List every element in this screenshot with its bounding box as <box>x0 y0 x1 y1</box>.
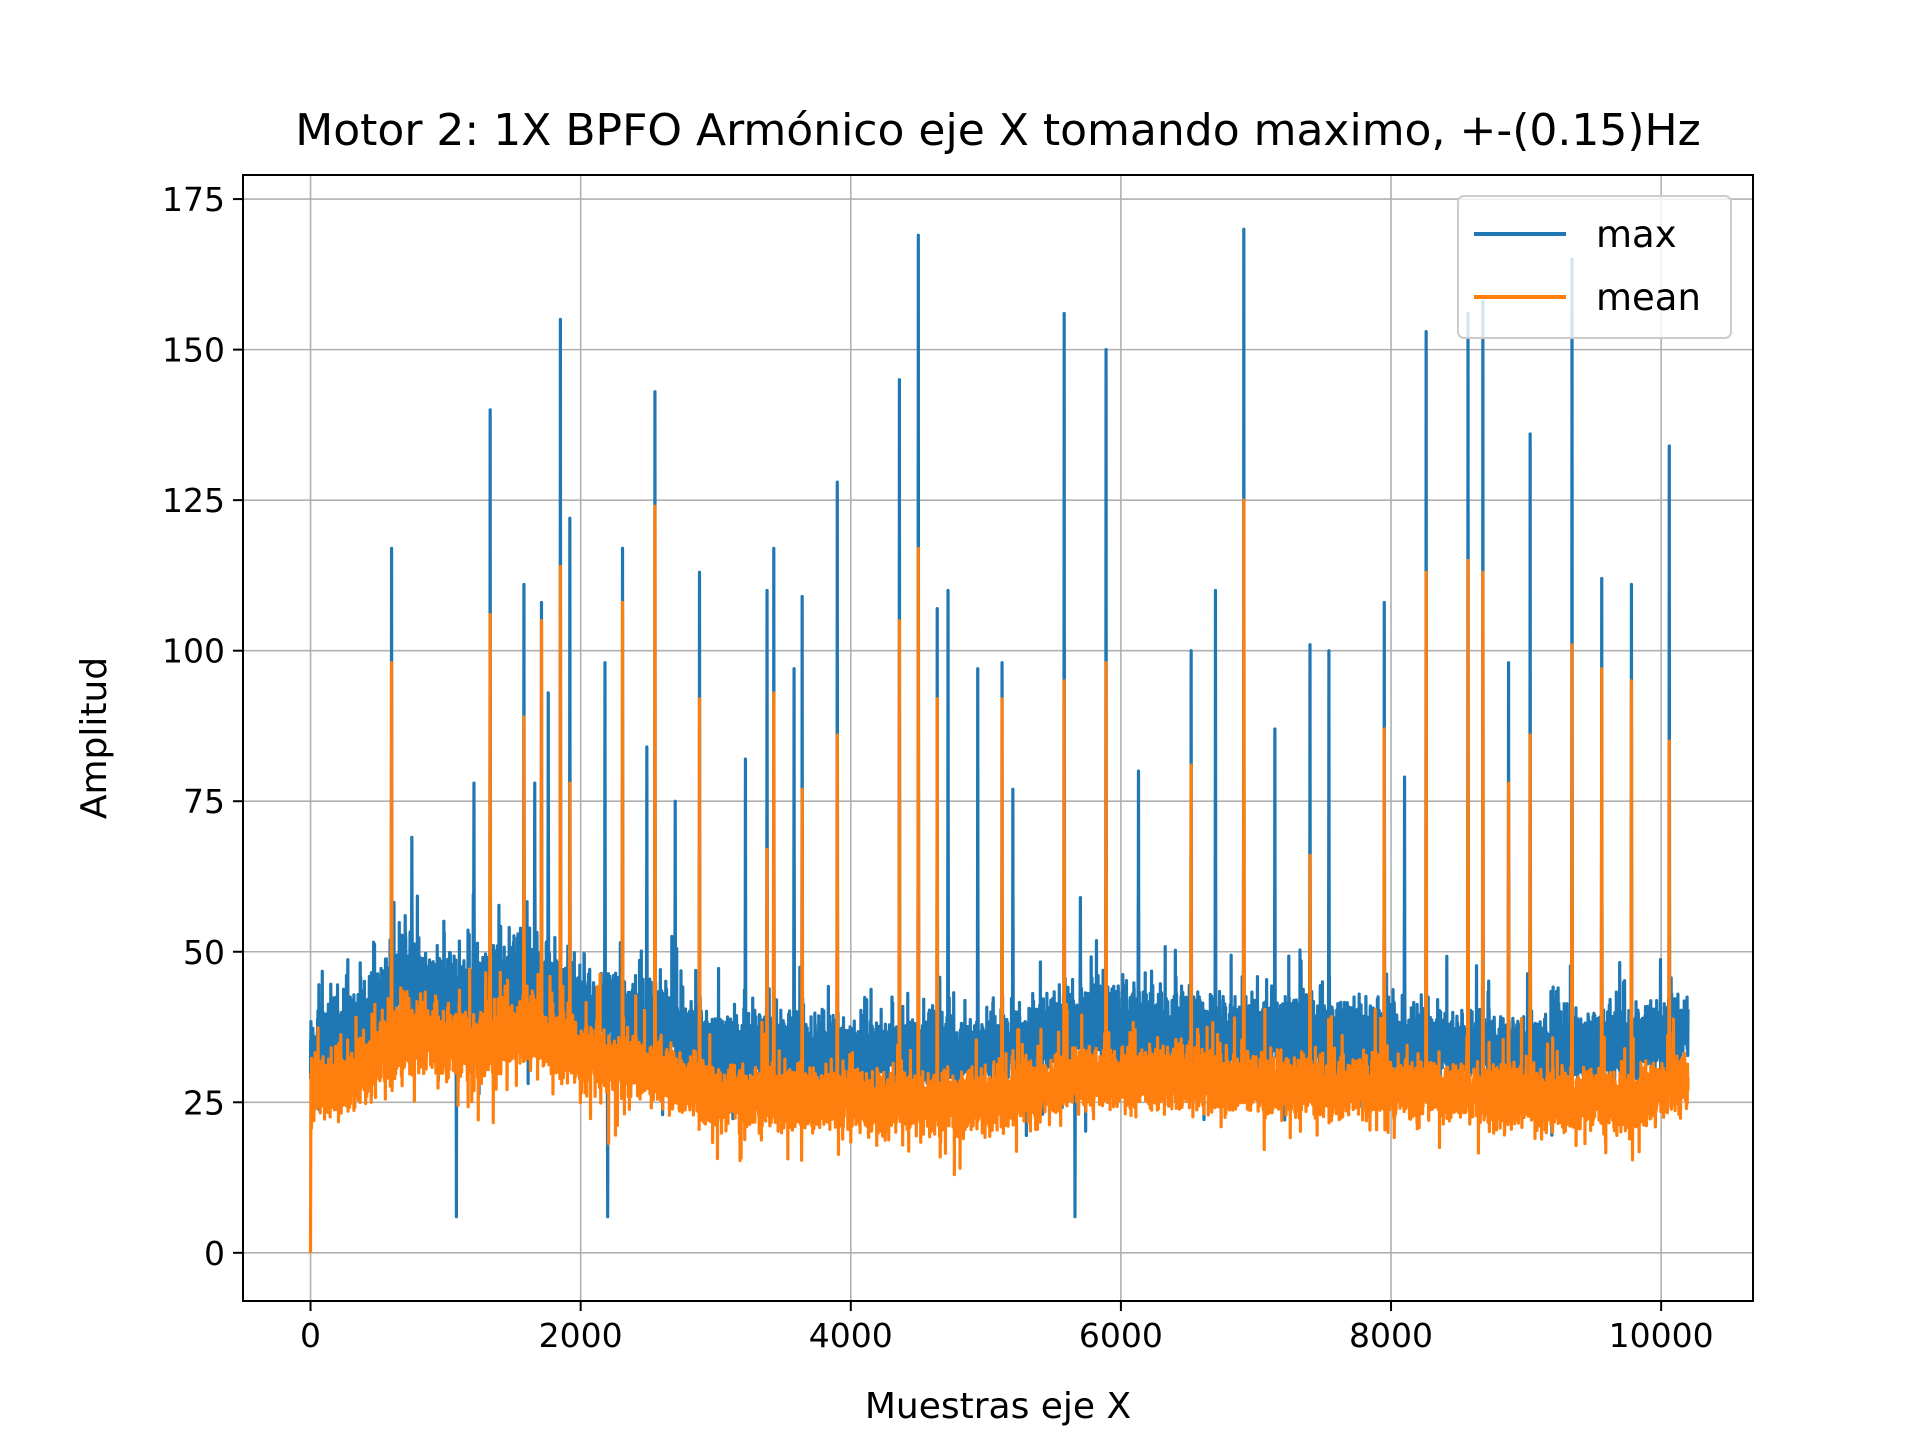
y-tick-label: 75 <box>183 782 225 821</box>
y-tick-label: 175 <box>162 180 225 219</box>
y-tick-label: 0 <box>204 1234 225 1273</box>
y-tick-label: 125 <box>162 481 225 520</box>
x-tick-label: 4000 <box>809 1316 893 1355</box>
legend: max mean <box>1457 195 1732 339</box>
y-tick-label: 25 <box>183 1083 225 1122</box>
legend-box <box>1457 195 1732 339</box>
legend-label-mean: mean <box>1596 276 1701 319</box>
y-tick-label: 50 <box>183 933 225 972</box>
legend-label-max: max <box>1596 213 1677 256</box>
x-tick-label: 10000 <box>1609 1316 1714 1355</box>
x-tick-label: 0 <box>300 1316 321 1355</box>
axis-ticks: 0 2000 4000 6000 8000 10000 0 25 50 75 100 125 150 17… <box>162 180 1714 1355</box>
chart-title: Motor 2: 1X BPFO Armónico eje X tomando … <box>295 105 1700 156</box>
y-tick-label: 100 <box>162 632 225 671</box>
series-line-mean <box>308 498 1690 1253</box>
y-axis-label: Amplitud <box>74 657 115 819</box>
x-tick-label: 6000 <box>1079 1316 1163 1355</box>
x-tick-label: 8000 <box>1349 1316 1433 1355</box>
y-tick-label: 150 <box>162 331 225 370</box>
x-tick-label: 2000 <box>539 1316 623 1355</box>
x-axis-label: Muestras eje X <box>865 1386 1131 1427</box>
series-group <box>308 227 1690 1253</box>
plot-frame <box>242 174 1754 1302</box>
